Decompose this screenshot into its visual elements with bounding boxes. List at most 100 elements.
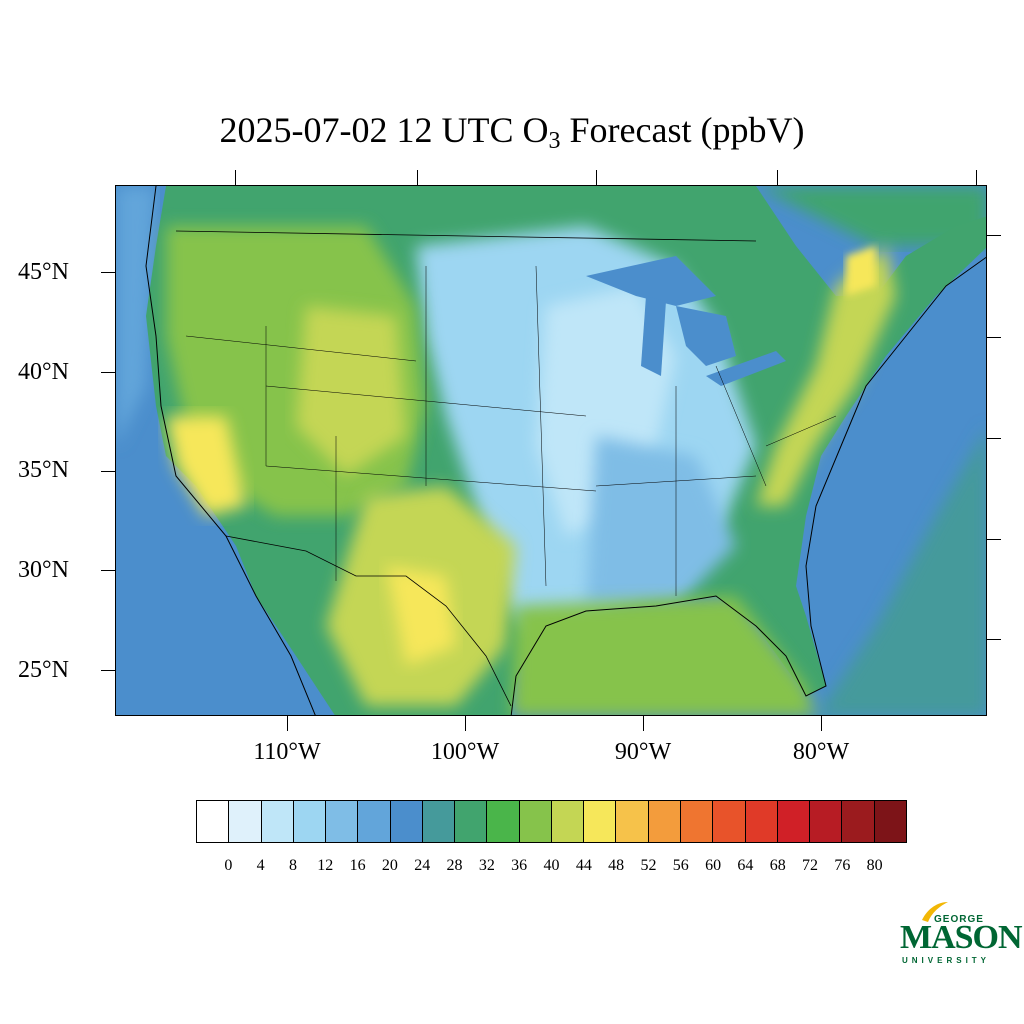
colorbar-cell (261, 801, 294, 842)
colorbar-cell (551, 801, 585, 842)
colorbar-label: 8 (288, 857, 297, 874)
colorbar-label: 68 (769, 857, 786, 874)
lat-label-30n: 30°N (18, 557, 69, 583)
top-tick (235, 170, 236, 185)
rockies-high-field (296, 306, 406, 476)
bottom-tick (287, 716, 288, 731)
colorbar-label: 60 (705, 857, 722, 874)
title-suffix: Forecast (ppbV) (560, 110, 805, 150)
colorbar (196, 800, 907, 843)
state-lines (185, 265, 837, 596)
colorbar-cell (777, 801, 811, 842)
logo-bottom: UNIVERSITY (902, 956, 991, 965)
colorbar-cell (293, 801, 327, 842)
bottom-tick (465, 716, 466, 731)
lat-label-35n: 35°N (18, 457, 69, 483)
lake-michigan (641, 296, 666, 376)
left-tick (101, 272, 115, 273)
colorbar-cell (229, 801, 262, 842)
colorbar-label: 28 (446, 857, 463, 874)
colorbar-label: 32 (478, 857, 495, 874)
colorbar-cell (197, 801, 230, 842)
logo-middle: MASON (900, 919, 1023, 956)
left-tick (101, 570, 115, 571)
colorbar-cell (680, 801, 714, 842)
southeast-low-field (586, 436, 736, 606)
canada-border (175, 230, 757, 242)
colorbar-cell (519, 801, 552, 842)
lon-label-90w: 90°W (614, 739, 672, 765)
right-tick (987, 337, 1001, 338)
colorbar-label: 44 (575, 857, 592, 874)
lat-label-40n: 40°N (18, 359, 69, 385)
lon-label-80w: 80°W (792, 739, 850, 765)
ozone-map (115, 185, 987, 716)
colorbar-label: 76 (834, 857, 851, 874)
colorbar-cell (390, 801, 423, 842)
canada-field (756, 186, 986, 246)
colorbar-label: 72 (802, 857, 819, 874)
california-high-field (166, 416, 246, 516)
lon-label-110w: 110°W (253, 739, 321, 765)
colorbar-label: 48 (608, 857, 625, 874)
left-tick (101, 471, 115, 472)
right-tick (987, 438, 1001, 439)
colorbar-cell (842, 801, 875, 842)
left-tick (101, 670, 115, 671)
colorbar-cell (455, 801, 488, 842)
colorbar-cell (810, 801, 843, 842)
lon-label-100w: 100°W (430, 739, 500, 765)
title-prefix: 2025-07-02 12 UTC O (219, 110, 549, 150)
top-tick (417, 170, 418, 185)
colorbar-cell (713, 801, 746, 842)
bottom-tick (643, 716, 644, 731)
lat-label-45n: 45°N (18, 259, 69, 285)
right-tick (987, 539, 1001, 540)
logo-top: GEORGE (934, 914, 984, 925)
mexico-high-field (386, 566, 456, 666)
colorbar-label: 80 (866, 857, 883, 874)
atlantic-field (817, 429, 986, 715)
pacific-field (116, 186, 156, 446)
northeast-high-field (846, 246, 876, 296)
right-tick (987, 639, 1001, 640)
colorbar-label: 0 (224, 857, 233, 874)
east-coastline (510, 256, 986, 715)
colorbar-cell (584, 801, 617, 842)
map-title: 2025-07-02 12 UTC O3 Forecast (ppbV) (0, 108, 1024, 163)
map-canvas (116, 186, 986, 715)
bottom-tick (821, 716, 822, 731)
colorbar-cell (422, 801, 456, 842)
west-coastline (145, 186, 316, 715)
east-high-field (756, 246, 896, 506)
george-mason-logo: GEORGE MASON UNIVERSITY (898, 900, 1023, 970)
colorbar-label: 56 (672, 857, 689, 874)
colorbar-label: 36 (511, 857, 528, 874)
colorbar-label: 52 (640, 857, 657, 874)
colorbar-cell (616, 801, 649, 842)
colorbar-label: 24 (414, 857, 431, 874)
plains-low-field (536, 286, 676, 536)
colorbar-cell (648, 801, 681, 842)
top-tick (777, 170, 778, 185)
lake-superior (586, 256, 716, 306)
colorbar-label: 16 (349, 857, 366, 874)
colorbar-cell (745, 801, 778, 842)
colorbar-cell (487, 801, 520, 842)
colorbar-cell (874, 801, 906, 842)
mexico-border (225, 535, 512, 707)
right-tick (987, 235, 1001, 236)
title-subscript: 3 (548, 128, 561, 154)
colorbar-label: 12 (317, 857, 334, 874)
gulf-field (511, 596, 816, 715)
swoosh-icon (922, 902, 948, 922)
lake-erie (706, 351, 786, 386)
colorbar-label: 40 (543, 857, 560, 874)
top-tick (596, 170, 597, 185)
left-tick (101, 372, 115, 373)
colorbar-label: 20 (381, 857, 398, 874)
top-tick (976, 170, 977, 185)
colorbar-label: 64 (737, 857, 754, 874)
colorbar-cell (326, 801, 359, 842)
colorbar-cell (358, 801, 391, 842)
